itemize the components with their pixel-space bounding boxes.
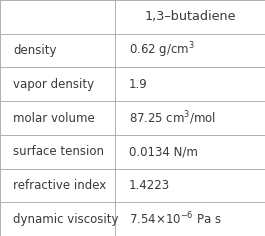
Text: 1.4223: 1.4223 bbox=[129, 179, 170, 192]
Text: 0.62 g/cm$^3$: 0.62 g/cm$^3$ bbox=[129, 41, 195, 60]
Text: 87.25 cm$^3$/mol: 87.25 cm$^3$/mol bbox=[129, 109, 216, 127]
Text: vapor density: vapor density bbox=[13, 78, 94, 91]
Text: 0.0134 N/m: 0.0134 N/m bbox=[129, 145, 197, 158]
Text: dynamic viscosity: dynamic viscosity bbox=[13, 213, 119, 226]
Text: refractive index: refractive index bbox=[13, 179, 107, 192]
Text: molar volume: molar volume bbox=[13, 111, 95, 125]
Text: surface tension: surface tension bbox=[13, 145, 104, 158]
Text: 7.54×10$^{-6}$ Pa s: 7.54×10$^{-6}$ Pa s bbox=[129, 211, 221, 228]
Text: 1.9: 1.9 bbox=[129, 78, 147, 91]
Text: 1,3–butadiene: 1,3–butadiene bbox=[144, 10, 236, 23]
Text: density: density bbox=[13, 44, 57, 57]
